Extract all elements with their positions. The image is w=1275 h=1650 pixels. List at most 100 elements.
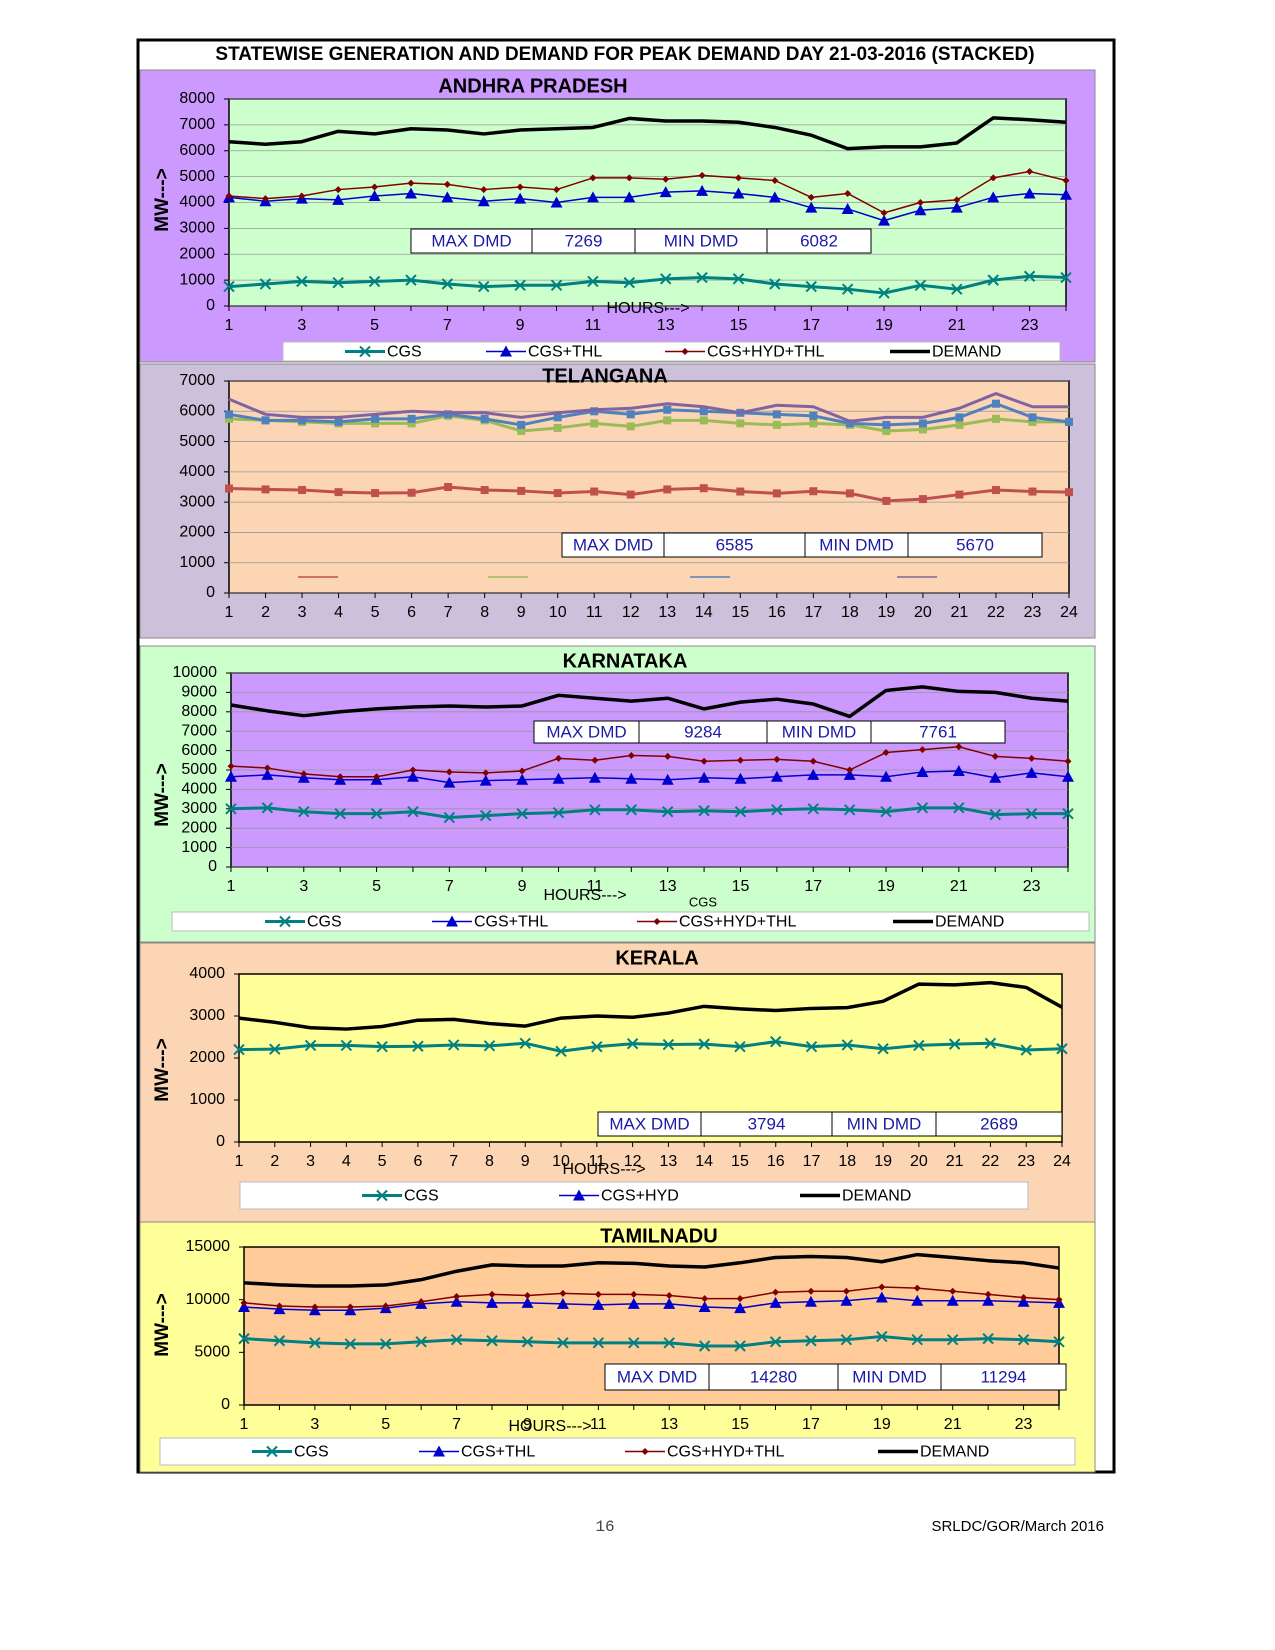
x-tick-label: 13 bbox=[660, 1416, 678, 1433]
marker bbox=[736, 487, 745, 496]
x-tick-label: 14 bbox=[695, 604, 713, 621]
table-cell bbox=[907, 532, 1043, 558]
marker bbox=[875, 1291, 888, 1303]
x-tick-label: 5 bbox=[371, 604, 380, 621]
marker bbox=[804, 1295, 817, 1307]
marker bbox=[311, 1303, 319, 1311]
x-tick-label: 19 bbox=[877, 604, 895, 621]
marker bbox=[911, 1333, 923, 1346]
marker bbox=[916, 802, 929, 814]
y-tick-label: 2000 bbox=[179, 524, 215, 541]
marker bbox=[653, 918, 661, 925]
marker bbox=[843, 804, 856, 816]
y-tick-label: 0 bbox=[208, 858, 217, 875]
marker bbox=[913, 1284, 921, 1292]
x-tick-label: 7 bbox=[452, 1416, 461, 1433]
legend-label: CGS bbox=[307, 914, 342, 931]
marker bbox=[334, 417, 343, 426]
marker bbox=[261, 195, 269, 203]
series-line bbox=[238, 1040, 1063, 1053]
marker bbox=[346, 1303, 354, 1311]
marker bbox=[223, 280, 235, 293]
y-tick-label: 10000 bbox=[173, 664, 218, 681]
x-tick-label: 3 bbox=[297, 317, 306, 334]
marker bbox=[407, 806, 419, 818]
marker bbox=[918, 425, 927, 434]
marker bbox=[479, 774, 492, 786]
x-tick-label: 20 bbox=[910, 1153, 928, 1170]
marker bbox=[225, 484, 233, 493]
marker bbox=[846, 766, 854, 774]
marker bbox=[586, 191, 599, 203]
table-text: 6585 bbox=[716, 535, 754, 554]
marker bbox=[443, 776, 456, 788]
marker bbox=[444, 483, 453, 491]
marker bbox=[550, 279, 563, 292]
stats-table: MAX DMD 6585 MIN DMD 5670 bbox=[561, 532, 1043, 558]
marker bbox=[409, 766, 417, 774]
marker bbox=[517, 486, 526, 495]
marker bbox=[336, 773, 344, 781]
marker bbox=[453, 1293, 461, 1301]
x-tick-label: 13 bbox=[657, 317, 675, 334]
marker bbox=[841, 202, 854, 214]
marker bbox=[592, 1298, 605, 1310]
legend-label: CGS+HYD bbox=[601, 1188, 679, 1205]
x-axis-label: HOURS---> bbox=[562, 1161, 645, 1178]
marker bbox=[553, 489, 562, 498]
marker bbox=[946, 1294, 959, 1306]
table-cell bbox=[531, 228, 636, 254]
x-tick-label: 23 bbox=[1021, 317, 1039, 334]
marker bbox=[370, 807, 383, 820]
y-tick-label: 4000 bbox=[179, 463, 215, 480]
y-tick-label: 6000 bbox=[179, 142, 215, 159]
marker bbox=[332, 277, 344, 289]
y-tick-label: 5000 bbox=[179, 433, 215, 450]
x-tick-label: 4 bbox=[342, 1153, 351, 1170]
marker bbox=[553, 186, 561, 194]
marker bbox=[663, 416, 672, 425]
marker bbox=[521, 1296, 534, 1308]
marker bbox=[696, 184, 709, 196]
marker bbox=[662, 1038, 675, 1051]
x-axis-label: HOURS---> bbox=[606, 300, 689, 317]
marker bbox=[1062, 177, 1070, 185]
x-tick-label: 23 bbox=[1024, 604, 1042, 621]
legend-label: CGS bbox=[387, 344, 422, 361]
marker bbox=[359, 345, 371, 358]
marker bbox=[949, 1287, 957, 1295]
marker bbox=[734, 772, 747, 784]
marker bbox=[876, 1330, 888, 1343]
table-cell bbox=[766, 228, 872, 254]
marker bbox=[519, 1037, 531, 1050]
marker bbox=[661, 773, 674, 785]
marker bbox=[594, 1290, 602, 1298]
marker bbox=[304, 1039, 317, 1052]
marker bbox=[334, 186, 342, 194]
marker bbox=[516, 773, 529, 785]
marker bbox=[770, 770, 783, 782]
marker bbox=[732, 273, 745, 285]
marker bbox=[662, 175, 670, 183]
marker bbox=[841, 1039, 854, 1051]
table-text: MAX DMD bbox=[617, 1367, 697, 1386]
marker bbox=[878, 214, 891, 226]
y-tick-label: 4000 bbox=[179, 194, 215, 211]
marker bbox=[844, 189, 852, 197]
x-tick-label: 24 bbox=[1053, 1153, 1071, 1170]
marker bbox=[955, 413, 964, 422]
marker bbox=[445, 768, 453, 776]
table-text: MAX DMD bbox=[609, 1114, 689, 1133]
marker bbox=[772, 410, 781, 419]
x-tick-label: 14 bbox=[695, 1153, 713, 1170]
marker bbox=[480, 486, 489, 495]
marker bbox=[590, 419, 599, 428]
marker bbox=[371, 419, 380, 428]
x-tick-label: 21 bbox=[950, 878, 968, 895]
marker bbox=[450, 1333, 463, 1346]
marker bbox=[1026, 167, 1034, 175]
marker bbox=[1020, 1294, 1028, 1302]
legend-label: CGS bbox=[294, 1444, 329, 1461]
marker bbox=[659, 186, 672, 198]
